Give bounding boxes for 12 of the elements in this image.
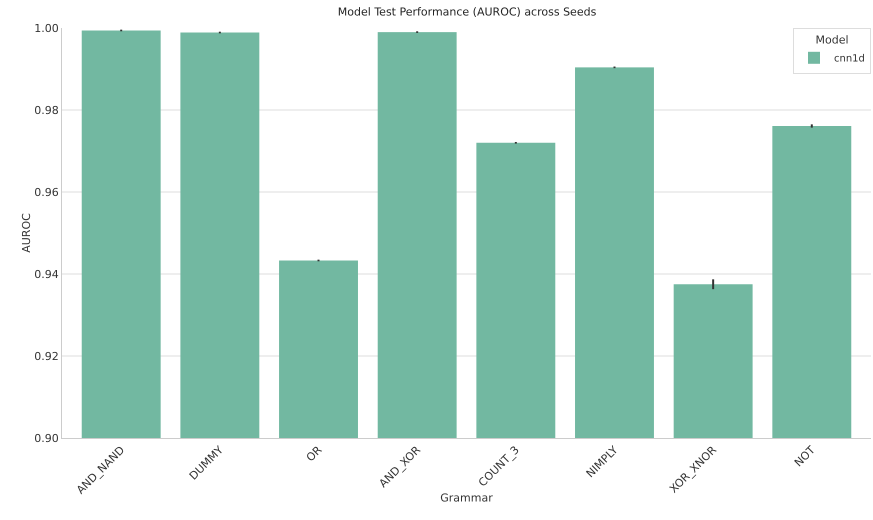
x-tick-label: OR [304,443,325,464]
y-tick-label: 0.98 [34,104,59,117]
chart-title: Model Test Performance (AUROC) across Seeds [338,6,597,18]
y-tick-label: 0.96 [34,186,59,199]
y-tick-label: 0.90 [34,432,59,445]
y-tick-label: 1.00 [34,22,59,35]
legend-title: Model [815,33,849,46]
x-axis-title: Grammar [440,491,494,504]
y-tick-label: 0.92 [34,350,59,363]
legend-label: cnn1d [834,54,865,65]
y-axis-title: AUROC [20,212,33,253]
y-tick-label: 0.94 [34,268,59,281]
